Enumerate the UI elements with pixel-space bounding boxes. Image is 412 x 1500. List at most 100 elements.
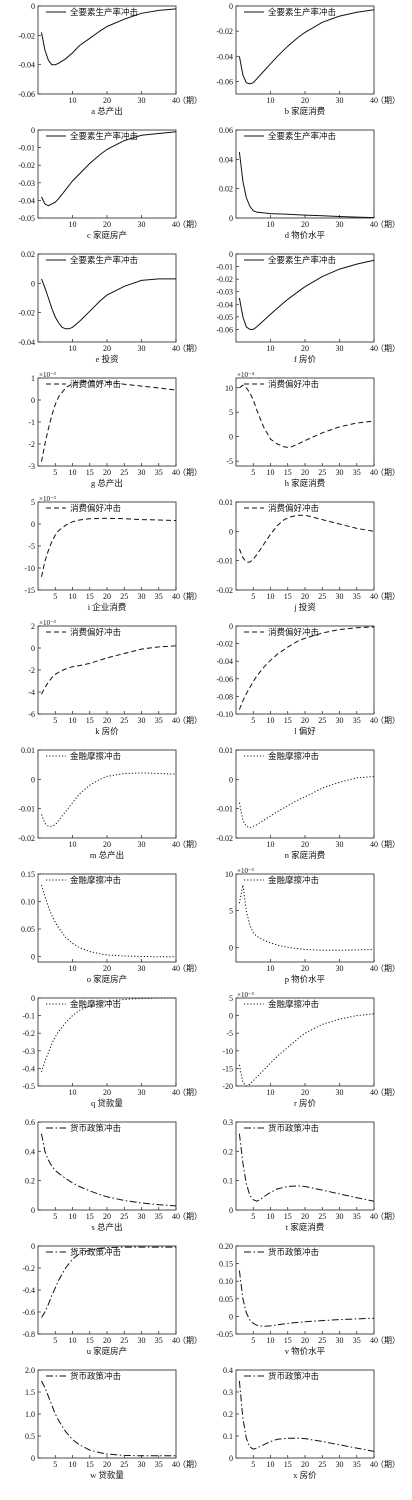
- x-tick-label: 25: [120, 716, 128, 725]
- series-line: [238, 9, 375, 85]
- plot-frame: [37, 1369, 177, 1459]
- x-tick-label: 40: [370, 1336, 378, 1345]
- x-tick-label: 25: [318, 716, 326, 725]
- y-tick-label: -0.02: [18, 309, 35, 318]
- y-tick-label: -1: [28, 418, 35, 427]
- panel-caption: n 家庭消费: [285, 850, 326, 860]
- x-tick-label: 5: [53, 1460, 57, 1469]
- x-tick-label: 5: [53, 1336, 57, 1345]
- x-tick-label: 15: [284, 1460, 292, 1469]
- plot-frame: [37, 873, 177, 963]
- plot-frame: [235, 1245, 375, 1335]
- series-line: [238, 151, 375, 219]
- legend-label: 全要素生产率冲击: [268, 255, 336, 265]
- x-tick-label: 40: [370, 1088, 378, 1097]
- panel-caption: l 偏好: [294, 726, 316, 736]
- x-tick-label: 40: [370, 344, 378, 353]
- x-tick-label: 30: [336, 1460, 344, 1469]
- y-tick-label: 0: [31, 953, 35, 962]
- x-unit-label: （期）: [178, 1336, 202, 1345]
- chart-panel-3: -0.05 -0.04 -0.03 -0.02 -0.01 0 10 20 30 40（期） 全要素…: [18, 126, 202, 240]
- panel-caption: p 物价水平: [285, 974, 326, 984]
- panel-caption: b 家庭消费: [285, 106, 326, 116]
- x-tick-label: 10: [69, 1088, 77, 1097]
- y-tick-label: 0.01: [219, 746, 233, 755]
- x-tick-label: 30: [138, 716, 146, 725]
- y-tick-label: 0: [31, 994, 35, 1003]
- y-tick-label: -3: [28, 462, 35, 471]
- y-tick-label: -0.02: [216, 834, 233, 843]
- plot-frame: [235, 997, 375, 1087]
- x-tick-label: 15: [284, 1212, 292, 1221]
- panel-caption: f 房价: [294, 354, 316, 364]
- y-tick-label: -0.03: [18, 179, 35, 188]
- panel-caption: e 投资: [96, 354, 119, 364]
- x-tick-label: 20: [103, 1212, 111, 1221]
- x-tick-label: 10: [267, 840, 275, 849]
- x-tick-label: 25: [318, 468, 326, 477]
- x-tick-label: 30: [336, 1212, 344, 1221]
- y-tick-label: 0: [31, 1454, 35, 1463]
- panel-caption: r 房价: [294, 1098, 316, 1108]
- y-tick-label: -0.06: [216, 675, 233, 684]
- x-tick-label: 20: [103, 220, 111, 229]
- series-line: [238, 1380, 375, 1452]
- y-exponent-label: ×10⁻³: [237, 991, 254, 999]
- panel-caption: j 投资: [293, 602, 316, 612]
- chart-panel-10: -0.02 -0.01 0 0.01 5 10 15 20 25 30 35 40（期） 消费偏好冲击 j…: [216, 498, 400, 612]
- panel-caption: c 家庭房产: [87, 230, 127, 240]
- x-tick-label: 15: [86, 716, 94, 725]
- y-tick-label: -0.06: [216, 325, 233, 334]
- x-tick-label: 40: [370, 716, 378, 725]
- chart-panel-19: 0 0.2 0.4 0.6 5 10 15 20 25 30 35 40（期） 货币政策冲击 s 总产出: [25, 1118, 202, 1232]
- x-tick-label: 15: [86, 468, 94, 477]
- y-tick-label: 0: [31, 1242, 35, 1251]
- x-tick-label: 30: [336, 344, 344, 353]
- x-tick-label: 5: [251, 1212, 255, 1221]
- chart-panel-12: -0.10 -0.08 -0.06 -0.04 -0.02 0 5 10 15 20 25 30 35 4…: [216, 622, 400, 736]
- y-tick-label: 0: [229, 622, 233, 631]
- x-unit-label: （期）: [376, 468, 400, 477]
- y-tick-label: 2: [31, 622, 35, 631]
- x-tick-label: 20: [301, 220, 309, 229]
- series-line: [238, 775, 375, 829]
- x-tick-label: 30: [138, 220, 146, 229]
- legend-label: 货币政策冲击: [70, 1371, 121, 1381]
- x-tick-label: 30: [336, 220, 344, 229]
- x-tick-label: 40: [370, 964, 378, 973]
- x-unit-label: （期）: [376, 96, 400, 105]
- y-tick-label: 0: [31, 644, 35, 653]
- legend-label: 全要素生产率冲击: [70, 255, 138, 265]
- legend-label: 消费偏好冲击: [70, 379, 121, 389]
- y-tick-label: -0.01: [216, 557, 233, 566]
- y-tick-label: 0: [229, 943, 233, 952]
- y-tick-label: 1.0: [25, 1410, 35, 1419]
- x-tick-label: 40: [172, 1212, 180, 1221]
- x-unit-label: （期）: [376, 592, 400, 601]
- y-tick-label: -5: [28, 542, 35, 551]
- y-tick-label: 2.0: [25, 1366, 35, 1375]
- x-unit-label: （期）: [376, 1460, 400, 1469]
- legend-label: 金融摩擦冲击: [70, 999, 121, 1009]
- chart-panel-18: -20 -15 -10 -5 0 5 10 20 30 40（期） ×10⁻³ 金融摩擦冲击 r 房价: [222, 991, 400, 1108]
- x-tick-label: 15: [284, 592, 292, 601]
- series-line: [41, 772, 177, 827]
- y-tick-label: 0.01: [219, 498, 233, 507]
- y-tick-label: 0.4: [223, 1366, 233, 1375]
- plot-frame: [37, 749, 177, 839]
- plot-frame: [235, 873, 375, 963]
- x-tick-label: 20: [301, 1460, 309, 1469]
- series-line: [41, 997, 176, 1073]
- x-tick-label: 5: [251, 592, 255, 601]
- y-tick-label: -0.2: [22, 1264, 35, 1273]
- panel-caption: o 家庭房产: [87, 974, 127, 984]
- y-tick-label: -0.08: [216, 692, 233, 701]
- x-tick-label: 10: [69, 344, 77, 353]
- x-tick-label: 40: [172, 716, 180, 725]
- x-unit-label: （期）: [376, 1336, 400, 1345]
- y-tick-label: -5: [226, 1029, 233, 1038]
- plot-frame: [235, 625, 375, 715]
- y-tick-label: 5: [229, 907, 233, 916]
- x-tick-label: 20: [301, 716, 309, 725]
- y-tick-label: 0.02: [219, 185, 233, 194]
